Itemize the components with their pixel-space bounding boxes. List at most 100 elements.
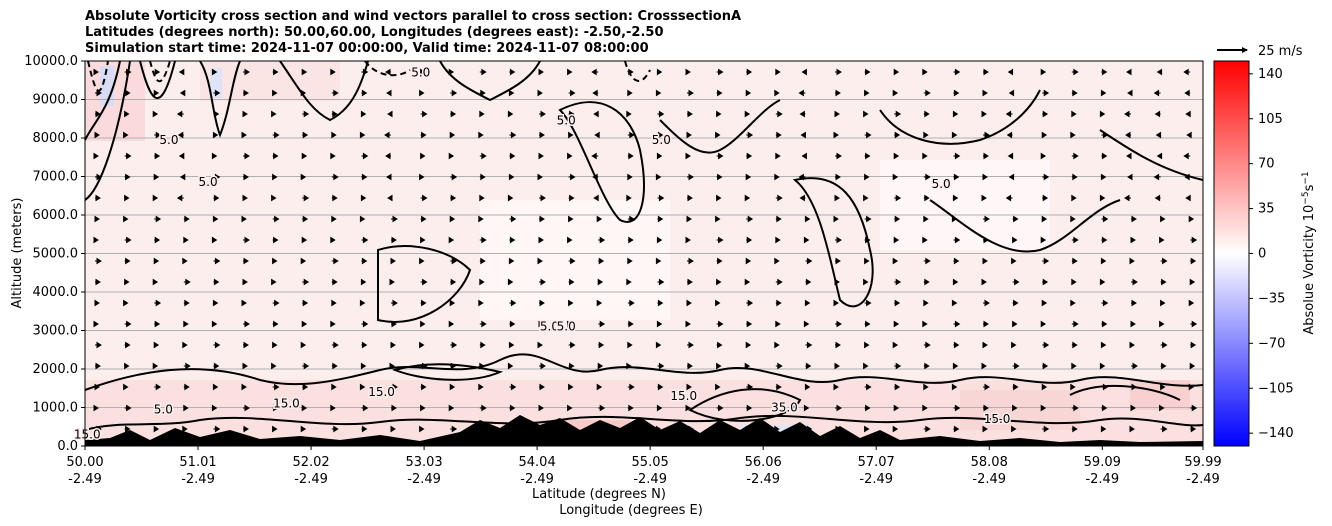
wind-vector — [775, 278, 783, 286]
contour-lines — [84, 60, 1204, 431]
wind-vector — [420, 215, 427, 223]
y-axis-label: Altitude (meters) — [10, 198, 25, 309]
wind-vector — [922, 68, 928, 76]
wind-vector — [272, 320, 279, 328]
wind-vector — [893, 152, 900, 160]
wind-vector — [803, 320, 810, 328]
wind-vector — [300, 425, 307, 433]
wind-vector — [176, 194, 184, 202]
wind-vector — [509, 152, 516, 160]
wind-vector — [302, 278, 310, 286]
wind-vector — [242, 194, 248, 202]
wind-vector — [152, 110, 159, 118]
wind-vector — [478, 131, 484, 139]
wind-vector — [716, 362, 722, 370]
wind-vector — [479, 278, 485, 286]
wind-vector — [799, 110, 806, 118]
wind-vector — [775, 404, 781, 412]
wind-vector — [983, 152, 989, 160]
wind-vector — [1099, 110, 1106, 118]
wind-vector — [538, 68, 544, 76]
contour-label: 5.0 — [540, 320, 559, 334]
wind-vector — [952, 362, 959, 370]
wind-vector — [982, 89, 988, 97]
wind-vector — [892, 173, 899, 181]
wind-vector — [271, 278, 277, 286]
y-tick-label: 0.0 — [57, 439, 78, 454]
wind-vector — [94, 131, 100, 139]
wind-vector — [95, 89, 102, 97]
wind-vector — [656, 404, 663, 412]
wind-vector — [656, 68, 663, 76]
wind-vector — [597, 278, 604, 286]
wind-vector — [923, 215, 929, 223]
wind-vector — [864, 215, 872, 223]
wind-vector — [746, 320, 753, 328]
wind-vector — [420, 68, 426, 76]
wind-vector — [592, 89, 599, 97]
wind-vector — [420, 383, 427, 391]
wind-vector — [93, 320, 99, 328]
contour-label: 5.0 — [154, 402, 173, 416]
wind-vector — [1042, 278, 1049, 286]
wind-vector — [922, 404, 928, 412]
x-tick-label-longitude: -2.49 — [1085, 472, 1119, 487]
wind-vector — [804, 215, 811, 223]
wind-vector — [538, 320, 544, 328]
wind-vector — [508, 173, 515, 181]
wind-vector — [835, 68, 842, 76]
wind-vector — [509, 236, 516, 244]
wind-vector — [95, 194, 101, 202]
wind-vector — [211, 404, 218, 412]
wind-vector — [241, 215, 247, 223]
wind-vector — [657, 278, 665, 286]
wind-vector — [213, 341, 221, 349]
wind-vector — [360, 194, 367, 202]
wind-vector — [450, 257, 458, 265]
wind-vector — [213, 362, 220, 370]
wind-vector — [361, 152, 369, 160]
wind-vector — [1071, 362, 1077, 370]
wind-vector — [716, 404, 724, 412]
wind-vector — [537, 173, 543, 181]
wind-vector — [212, 131, 219, 139]
wind-vector — [301, 68, 308, 76]
wind-vector — [1042, 425, 1050, 433]
wind-vector — [391, 215, 398, 223]
wind-vector — [272, 257, 278, 265]
wind-vector — [272, 299, 280, 307]
wind-vector — [953, 152, 961, 160]
wind-vector — [923, 341, 931, 349]
wind-vector — [1160, 299, 1166, 307]
wind-vector — [626, 278, 632, 286]
wind-vector — [1070, 215, 1076, 223]
colorbar-tick-label: −70 — [1258, 336, 1285, 351]
wind-vector — [387, 194, 393, 202]
wind-vector — [390, 425, 396, 433]
wind-vector — [1011, 257, 1017, 265]
wind-vector — [211, 152, 218, 160]
wind-vector — [1042, 257, 1050, 265]
wind-vector — [479, 89, 486, 97]
wind-vector — [745, 89, 752, 97]
wind-vector — [1127, 173, 1133, 181]
colorbar-label: Absolue Vorticity 10−5s−1 — [1301, 171, 1317, 334]
wind-vector — [775, 236, 781, 244]
x-tick-label-latitude: 55.05 — [632, 455, 669, 470]
x-tick-label-latitude: 59.09 — [1084, 455, 1121, 470]
wind-vector — [123, 299, 129, 307]
wind-vector — [775, 131, 782, 139]
wind-vector — [983, 215, 990, 223]
wind-vector — [1160, 257, 1168, 265]
wind-vector — [361, 89, 368, 97]
wind-vector — [154, 299, 162, 307]
wind-vector — [420, 236, 426, 244]
wind-vector — [951, 299, 958, 307]
wind-vector — [272, 383, 280, 391]
wind-vector — [798, 89, 806, 97]
wind-vector — [923, 131, 929, 139]
wind-vector — [923, 383, 929, 391]
contour-label: 5.0 — [557, 114, 576, 128]
wind-vector — [864, 425, 870, 433]
wind-vector — [1131, 362, 1138, 370]
